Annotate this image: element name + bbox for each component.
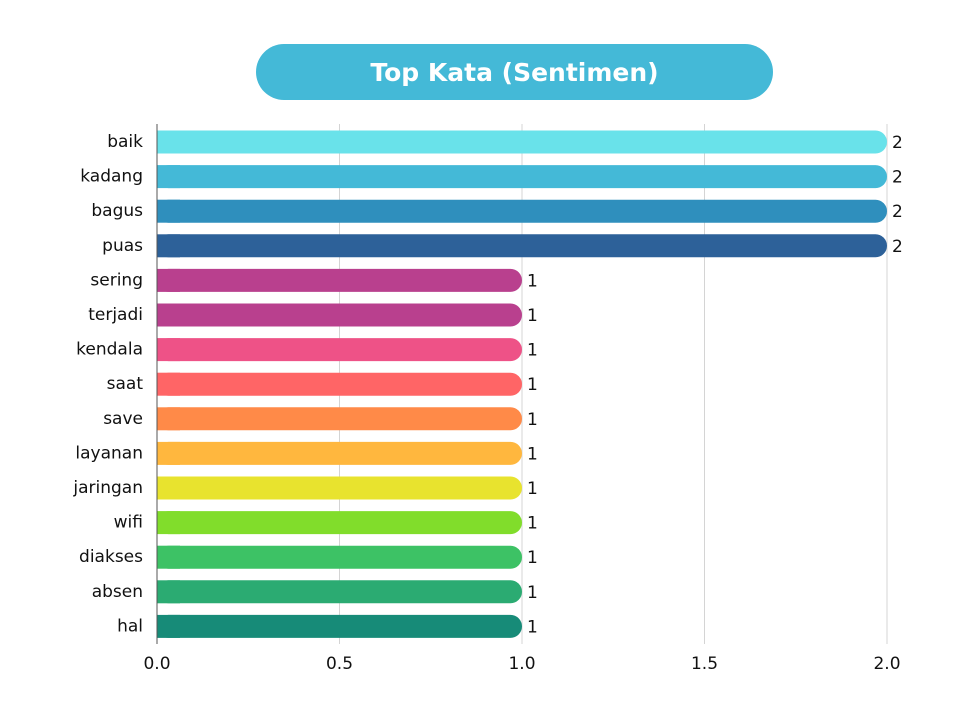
value-label: 1 bbox=[527, 444, 538, 464]
category-label: kadang bbox=[80, 167, 143, 187]
bar-left-cap bbox=[157, 580, 180, 604]
value-label: 1 bbox=[527, 583, 538, 603]
bar bbox=[157, 580, 522, 604]
value-label: 2 bbox=[892, 237, 903, 257]
category-label: sering bbox=[90, 270, 143, 290]
chart-title: Top Kata (Sentimen) bbox=[370, 57, 659, 87]
category-label: absen bbox=[92, 582, 143, 602]
bar bbox=[157, 199, 887, 223]
bar-left-cap bbox=[157, 614, 180, 638]
category-label: jaringan bbox=[72, 478, 143, 498]
bar bbox=[157, 407, 522, 431]
bar bbox=[157, 476, 522, 500]
value-label: 1 bbox=[527, 375, 538, 395]
bar bbox=[157, 614, 522, 638]
category-label: diakses bbox=[79, 547, 143, 567]
x-tick-label: 2.0 bbox=[873, 654, 900, 674]
bar bbox=[157, 372, 522, 396]
bar bbox=[157, 338, 522, 362]
bar bbox=[157, 441, 522, 465]
bar-left-cap bbox=[157, 130, 180, 154]
bar-left-cap bbox=[157, 338, 180, 362]
bar-left-cap bbox=[157, 407, 180, 431]
x-ticks: 0.0 0.5 1.0 1.5 2.0 bbox=[143, 654, 900, 674]
x-tick-label: 1.5 bbox=[691, 654, 718, 674]
category-label: hal bbox=[117, 616, 143, 636]
bar bbox=[157, 234, 887, 258]
bar bbox=[157, 303, 522, 327]
bar-left-cap bbox=[157, 476, 180, 500]
category-label: kendala bbox=[76, 340, 143, 360]
category-label: layanan bbox=[75, 443, 143, 463]
value-label: 1 bbox=[527, 341, 538, 361]
value-label: 1 bbox=[527, 514, 538, 534]
bars: baik 2 kadang 2 bagus 2 puas 2 sering 1 terjadi 1 ke… bbox=[72, 130, 903, 638]
value-label: 1 bbox=[527, 271, 538, 291]
bar bbox=[157, 130, 887, 154]
category-label: puas bbox=[102, 236, 143, 256]
category-label: bagus bbox=[91, 201, 143, 221]
bar-left-cap bbox=[157, 165, 180, 189]
bar-left-cap bbox=[157, 199, 180, 223]
value-label: 1 bbox=[527, 617, 538, 637]
category-label: save bbox=[103, 409, 143, 429]
value-label: 2 bbox=[892, 133, 903, 153]
x-tick-label: 1.0 bbox=[508, 654, 535, 674]
value-label: 1 bbox=[527, 410, 538, 430]
value-label: 1 bbox=[527, 548, 538, 568]
bar bbox=[157, 511, 522, 535]
bar-left-cap bbox=[157, 303, 180, 327]
bar bbox=[157, 545, 522, 569]
x-tick-label: 0.0 bbox=[143, 654, 170, 674]
value-label: 2 bbox=[892, 202, 903, 222]
category-label: saat bbox=[107, 374, 144, 394]
category-label: terjadi bbox=[88, 305, 143, 325]
bar bbox=[157, 165, 887, 189]
chart-title-pill: Top Kata (Sentimen) bbox=[256, 44, 773, 100]
bar-left-cap bbox=[157, 441, 180, 465]
x-tick-label: 0.5 bbox=[326, 654, 353, 674]
category-label: baik bbox=[107, 132, 143, 152]
category-label: wifi bbox=[114, 513, 143, 533]
bar-left-cap bbox=[157, 511, 180, 535]
value-label: 2 bbox=[892, 168, 903, 188]
value-label: 1 bbox=[527, 479, 538, 499]
value-label: 1 bbox=[527, 306, 538, 326]
bar-left-cap bbox=[157, 545, 180, 569]
bar-left-cap bbox=[157, 268, 180, 292]
bar bbox=[157, 268, 522, 292]
bar-left-cap bbox=[157, 234, 180, 258]
bar-left-cap bbox=[157, 372, 180, 396]
